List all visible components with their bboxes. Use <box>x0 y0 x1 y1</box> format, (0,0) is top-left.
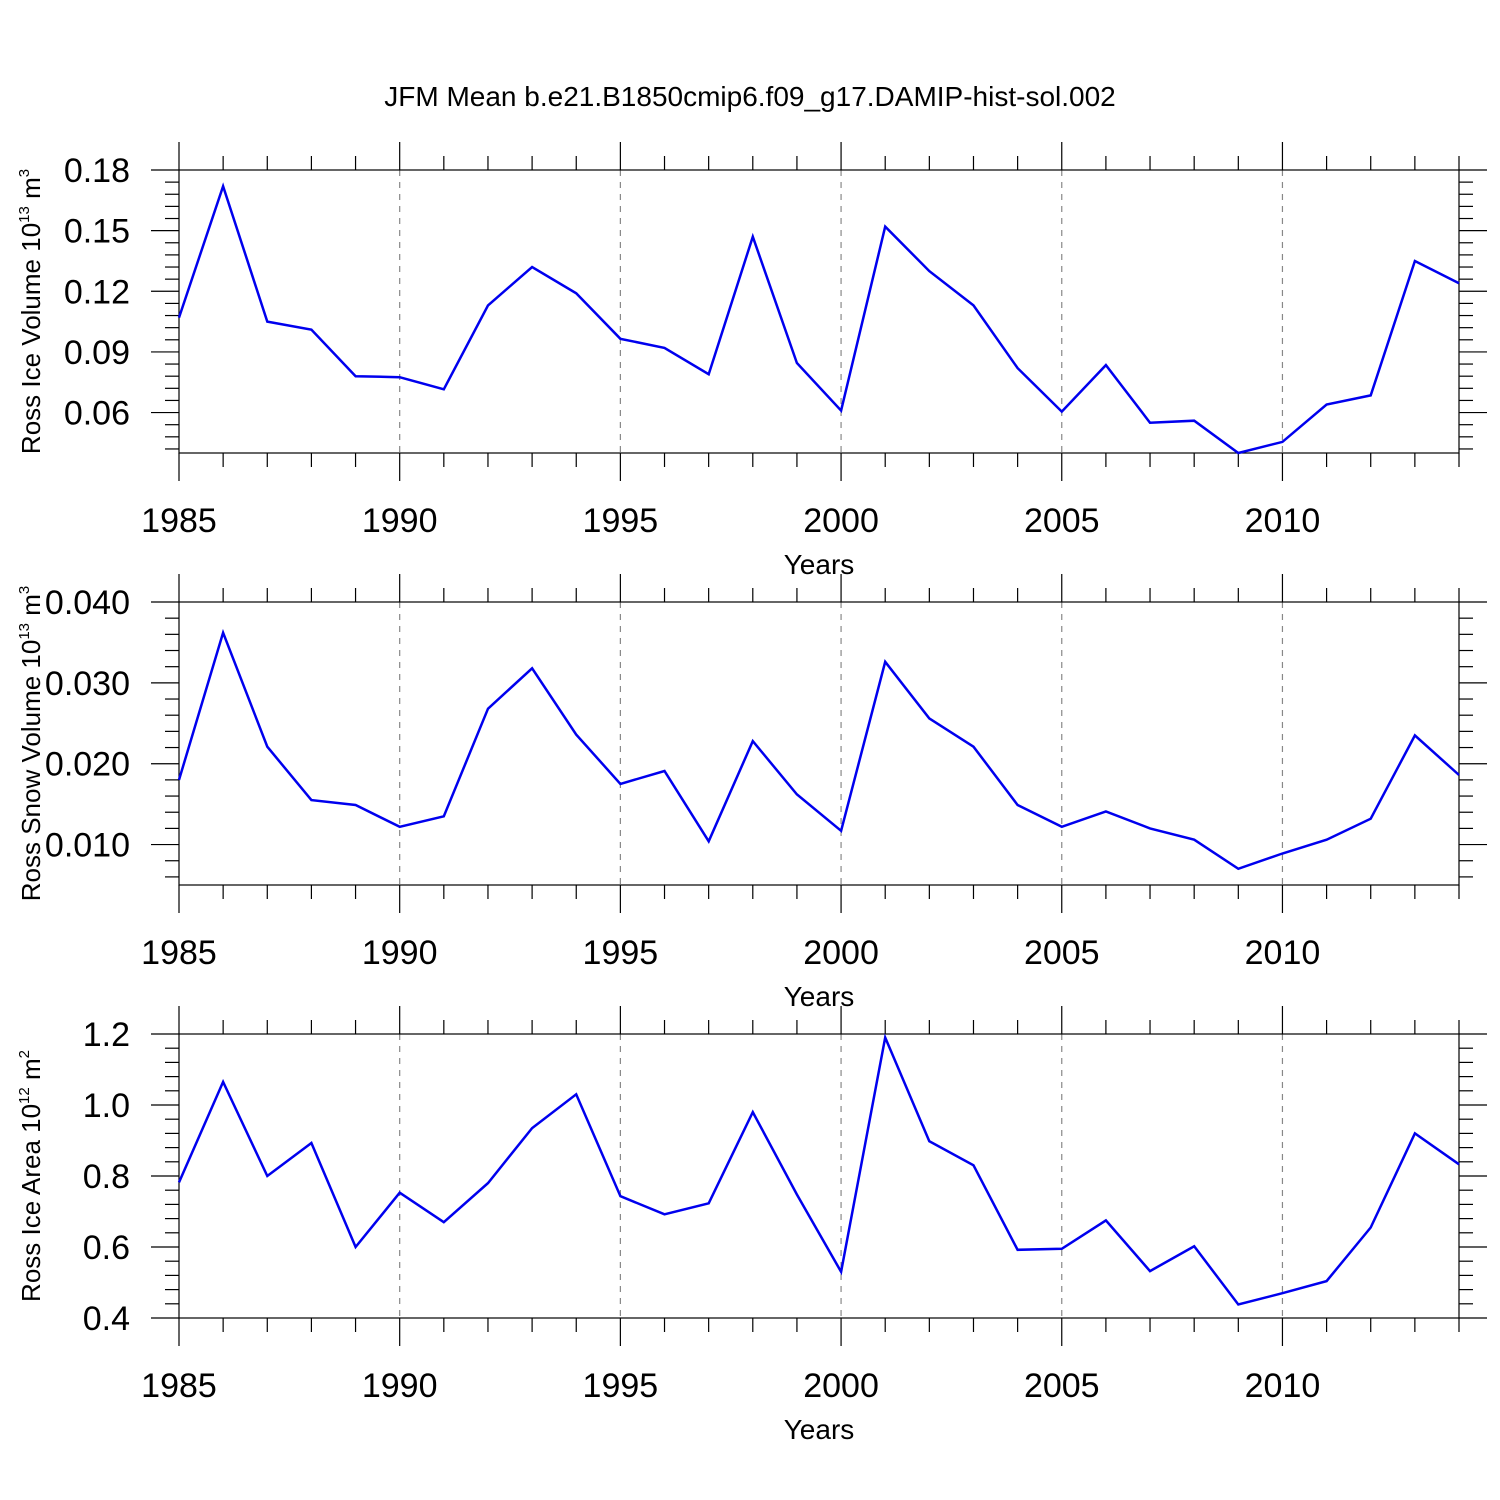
x-axis-label: Years <box>784 1414 855 1445</box>
x-tick-label-1995: 1995 <box>583 934 659 972</box>
x-tick-label-2010: 2010 <box>1245 934 1321 972</box>
y-tick-label-0.12: 0.12 <box>64 273 130 311</box>
plot-frame <box>178 169 1460 454</box>
x-tick-label-2005: 2005 <box>1024 1367 1100 1405</box>
y-axis-label: Ross Snow Volume 1013 m3 <box>16 586 46 902</box>
x-tick-label-1985: 1985 <box>141 934 217 972</box>
x-axis-label: Years <box>784 981 855 1012</box>
series-line <box>177 1033 1460 1306</box>
x-tick-label-2010: 2010 <box>1245 502 1321 540</box>
x-tick-label-1995: 1995 <box>583 502 659 540</box>
y-axis-label: Ross Ice Area 1012 m2 <box>16 1050 46 1302</box>
y-tick-label-1.0: 1.0 <box>83 1087 130 1125</box>
x-tick-label-1990: 1990 <box>362 934 438 972</box>
x-tick-label-1995: 1995 <box>583 1367 659 1405</box>
x-tick-label-1985: 1985 <box>141 1367 217 1405</box>
x-tick-label-1990: 1990 <box>362 1367 438 1405</box>
y-tick-label-0.040: 0.040 <box>45 584 130 622</box>
x-tick-label-2000: 2000 <box>803 502 879 540</box>
panel-3: 1985 1990 1995 2000 2005 2010 Years 0.4 0.6 0.8 1.… <box>16 1006 1487 1445</box>
x-tick-label-1990: 1990 <box>362 502 438 540</box>
y-tick-label-0.4: 0.4 <box>83 1300 130 1338</box>
x-tick-label-2000: 2000 <box>803 1367 879 1405</box>
y-tick-label-1.2: 1.2 <box>83 1016 130 1054</box>
y-tick-label-0.010: 0.010 <box>45 827 130 865</box>
y-axis-label: Ross Ice Volume 1013 m3 <box>16 169 46 454</box>
panel-1: 1985 1990 1995 2000 2005 2010 Years 0.06 0.09 0.1… <box>16 142 1487 580</box>
y-tick-label-0.15: 0.15 <box>64 213 130 251</box>
x-tick-label-2005: 2005 <box>1024 934 1100 972</box>
y-tick-label-0.020: 0.020 <box>45 746 130 784</box>
y-tick-label-0.030: 0.030 <box>45 665 130 703</box>
y-tick-label-0.06: 0.06 <box>64 395 130 433</box>
series-line <box>177 628 1460 871</box>
x-tick-label-2005: 2005 <box>1024 502 1100 540</box>
panel-2: 1985 1990 1995 2000 2005 2010 Years 0.010 0.020 0… <box>16 574 1487 1012</box>
y-tick-label-0.8: 0.8 <box>83 1158 130 1196</box>
x-tick-label-2010: 2010 <box>1245 1367 1321 1405</box>
y-tick-label-0.18: 0.18 <box>64 152 130 190</box>
plot-frame <box>178 601 1460 886</box>
x-tick-label-1985: 1985 <box>141 502 217 540</box>
y-tick-label-0.6: 0.6 <box>83 1229 130 1267</box>
x-tick-label-2000: 2000 <box>803 934 879 972</box>
chart-title: JFM Mean b.e21.B1850cmip6.f09_g17.DAMIP-… <box>384 81 1116 112</box>
series-line <box>177 182 1460 455</box>
y-tick-label-0.09: 0.09 <box>64 334 130 372</box>
x-axis-label: Years <box>784 549 855 580</box>
plot-frame <box>178 1033 1460 1319</box>
